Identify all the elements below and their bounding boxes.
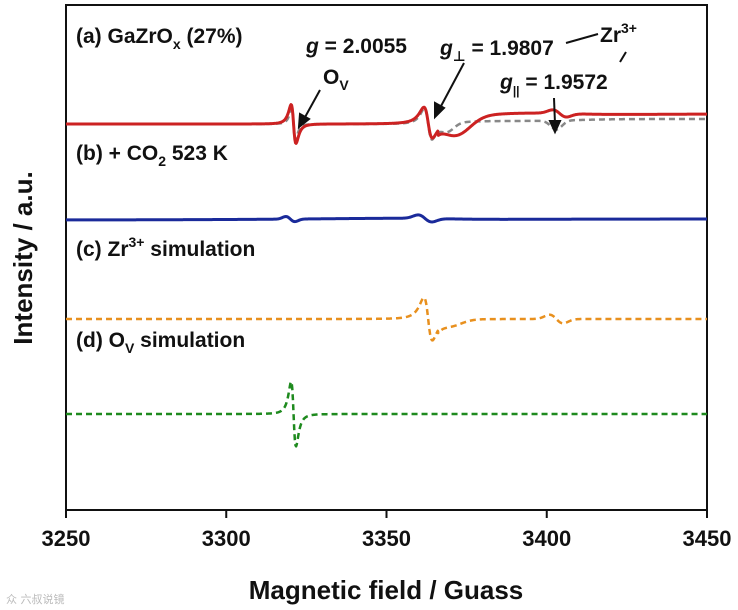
annotation-g-ov: g = 2.0055 [305,35,407,58]
arrow-ov-head [297,112,311,130]
annotation-zr3: Zr3+ [600,20,637,47]
x-tick-label: 3300 [202,526,251,551]
arrow-ov [303,89,321,120]
x-tick-label: 3450 [683,526,732,551]
annotation-arrows [297,33,627,135]
curves [65,103,708,448]
annotation-ov: OV [323,66,349,93]
x-axis-title: Magnetic field / Guass [249,575,524,605]
series-line-c [65,296,708,342]
series-label-b: (b) + CO2 523 K [76,142,228,169]
y-axis-title: Intensity / a.u. [8,171,38,344]
annotation-g-perp: g⊥ = 1.9807 [439,37,554,64]
x-axis: 3250 3300 3350 3400 3450 [42,510,732,551]
leader-zr3-a [565,33,599,44]
arrow-g-perp-head [434,101,446,120]
series-label-d: (d) OV simulation [76,329,245,356]
annotation-g-par: g|| = 1.9572 [499,71,608,98]
x-tick-label: 3400 [522,526,571,551]
series-line-d [65,380,708,448]
arrow-g-par-head [548,120,562,135]
watermark: 众 六叔说镜 [6,592,65,606]
x-tick-label: 3250 [42,526,91,551]
series-line-a [65,103,708,145]
series-label-a: (a) GaZrOx (27%) [76,25,243,52]
series-line-b [65,213,708,224]
arrow-g-par [553,97,556,125]
series-label-c: (c) Zr3+ simulation [76,234,255,261]
arrow-g-perp [439,62,465,109]
x-tick-label: 3350 [362,526,411,551]
leader-zr3-b [619,51,627,63]
